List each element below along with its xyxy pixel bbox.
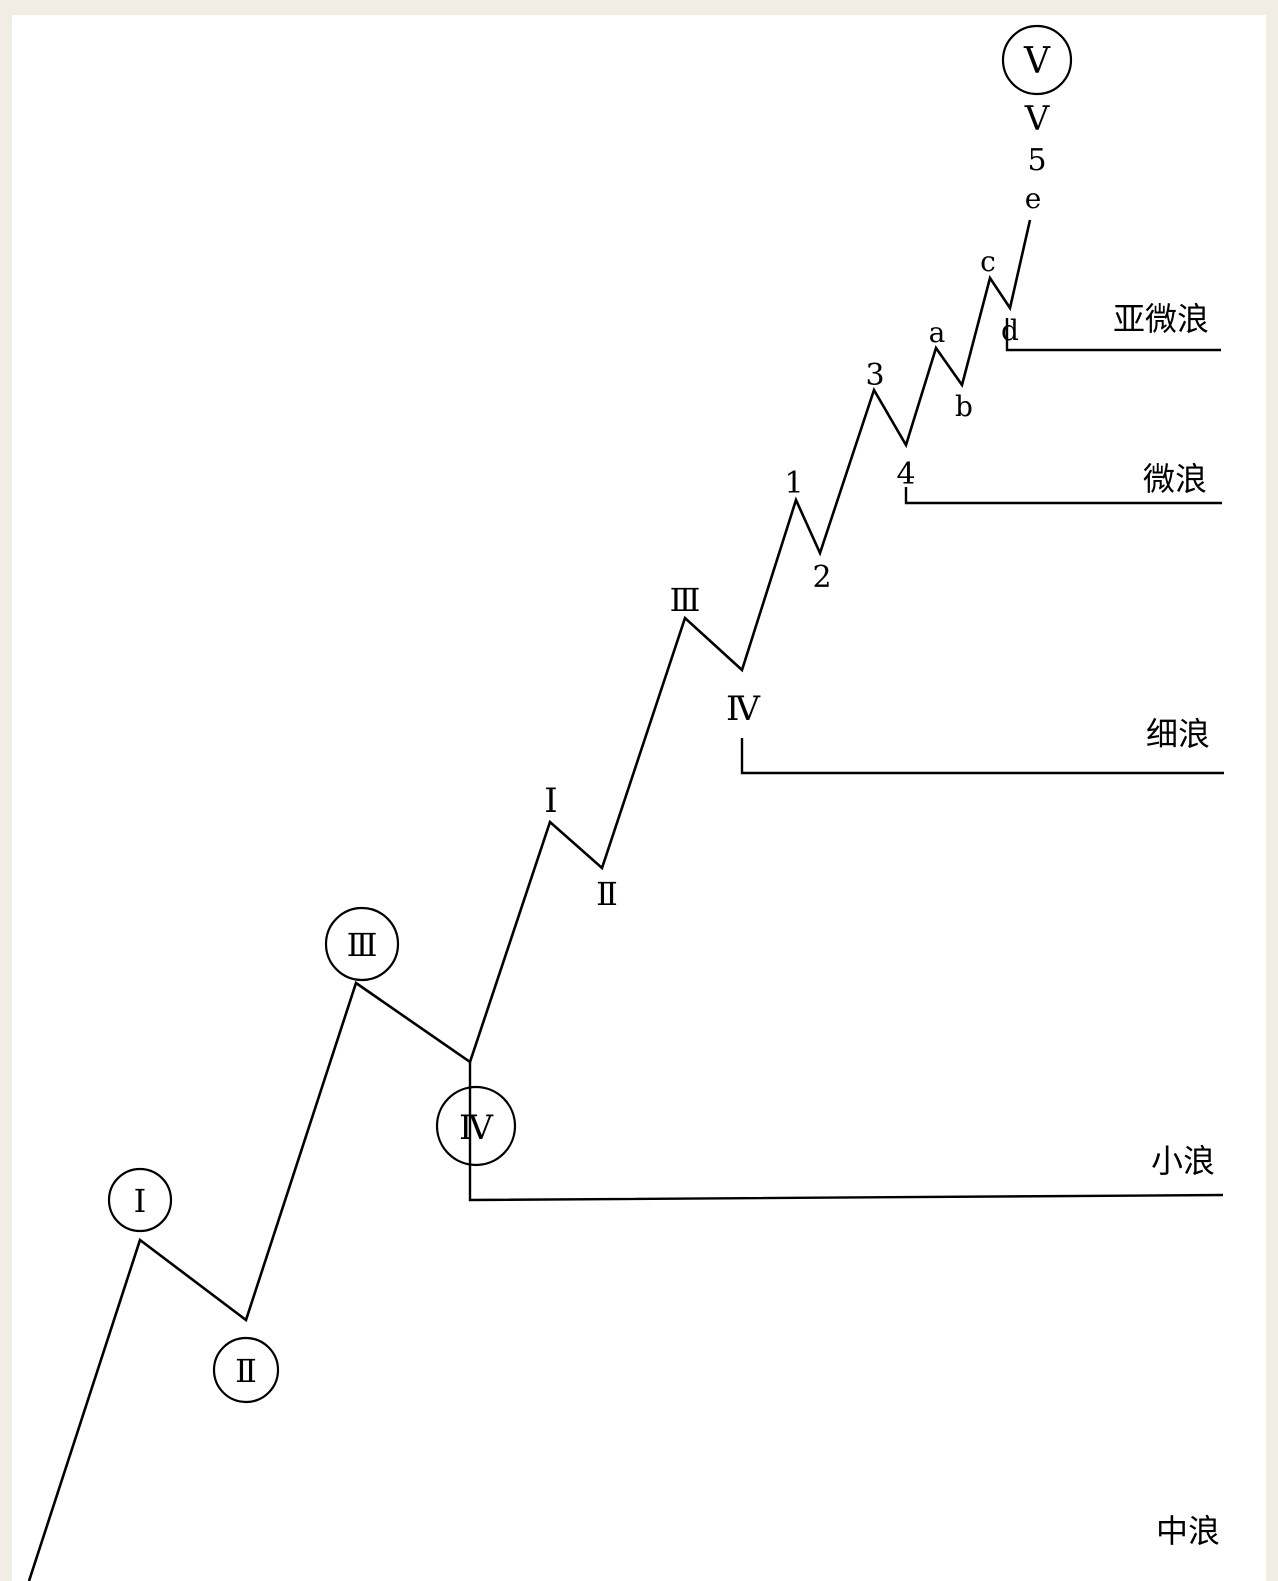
tier-label-minuette: 微浪 — [1143, 460, 1207, 498]
roman-label-II: Ⅱ — [596, 875, 618, 913]
tier-label-subminuette: 亚微浪 — [1113, 300, 1209, 338]
arabic-label-2: 2 — [812, 560, 831, 595]
letter-label-a: a — [929, 316, 946, 349]
circle-marker-IV — [435, 1085, 517, 1167]
arabic-label-5: 5 — [1027, 143, 1046, 178]
arabic-label-1: 1 — [784, 466, 803, 501]
diagram-paper: Ⅰ Ⅱ Ⅲ Ⅳ V I Ⅱ Ⅲ Ⅳ V 1 2 3 4 5 a b c d e … — [12, 15, 1266, 1581]
circled-label-III: Ⅲ — [347, 926, 378, 964]
roman-label-I: I — [544, 781, 557, 821]
roman-label-III: Ⅲ — [670, 581, 701, 619]
baseline-subminuette — [1005, 318, 1221, 352]
circled-label-II: Ⅱ — [235, 1352, 257, 1390]
letter-label-b: b — [955, 390, 973, 423]
baseline-minuette — [904, 487, 1222, 505]
tier-label-minute: 细浪 — [1146, 715, 1210, 753]
letter-label-d: d — [1001, 314, 1019, 347]
roman-label-V: V — [1024, 99, 1051, 139]
wave-path — [27, 219, 1032, 1581]
arabic-label-4: 4 — [896, 457, 915, 492]
circled-label-V: V — [1023, 41, 1051, 82]
letter-label-e: e — [1025, 182, 1042, 215]
tier-label-intermediate: 中浪 — [1156, 1512, 1220, 1550]
elliott-wave-diagram: Ⅰ Ⅱ Ⅲ Ⅳ V I Ⅱ Ⅲ Ⅳ V 1 2 3 4 5 a b c d e … — [27, 24, 1224, 1581]
circle-marker-I — [107, 1167, 173, 1233]
circle-marker-V — [1001, 24, 1073, 96]
tier-label-minor: 小浪 — [1151, 1142, 1215, 1180]
arabic-label-3: 3 — [865, 358, 884, 393]
baseline-minute — [740, 738, 1224, 775]
circled-label-IV: Ⅳ — [459, 1108, 494, 1148]
circle-marker-II — [212, 1336, 280, 1404]
baseline-minor — [468, 1062, 1224, 1202]
circled-label-I: Ⅰ — [134, 1182, 147, 1220]
letter-label-c: c — [980, 245, 996, 278]
circle-marker-III — [324, 906, 400, 982]
roman-label-IV: Ⅳ — [726, 689, 761, 729]
